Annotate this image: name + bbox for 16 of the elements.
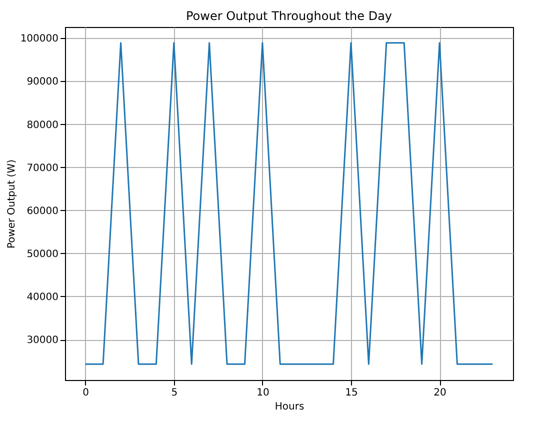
x-tick-label: 0 (82, 388, 90, 398)
chart-title: Power Output Throughout the Day (186, 9, 392, 23)
x-tick-label: 15 (345, 388, 358, 398)
x-tick-label: 20 (434, 388, 446, 398)
y-tick-label: 70000 (26, 162, 58, 174)
y-tick-label: 40000 (26, 292, 58, 303)
y-tick-label: 80000 (26, 120, 58, 131)
y-tick-label: 90000 (26, 76, 58, 88)
y-tick-label: 30000 (26, 335, 58, 346)
x-tick-label: 10 (256, 388, 270, 398)
x-axis-title: Hours (274, 402, 304, 412)
y-tick-label: 60000 (26, 206, 58, 217)
y-tick-label: 50000 (26, 248, 58, 260)
y-tick-label: 100000 (20, 34, 58, 45)
y-axis-title: Power Output (W) (6, 159, 18, 249)
x-tick-label: 5 (171, 388, 178, 398)
